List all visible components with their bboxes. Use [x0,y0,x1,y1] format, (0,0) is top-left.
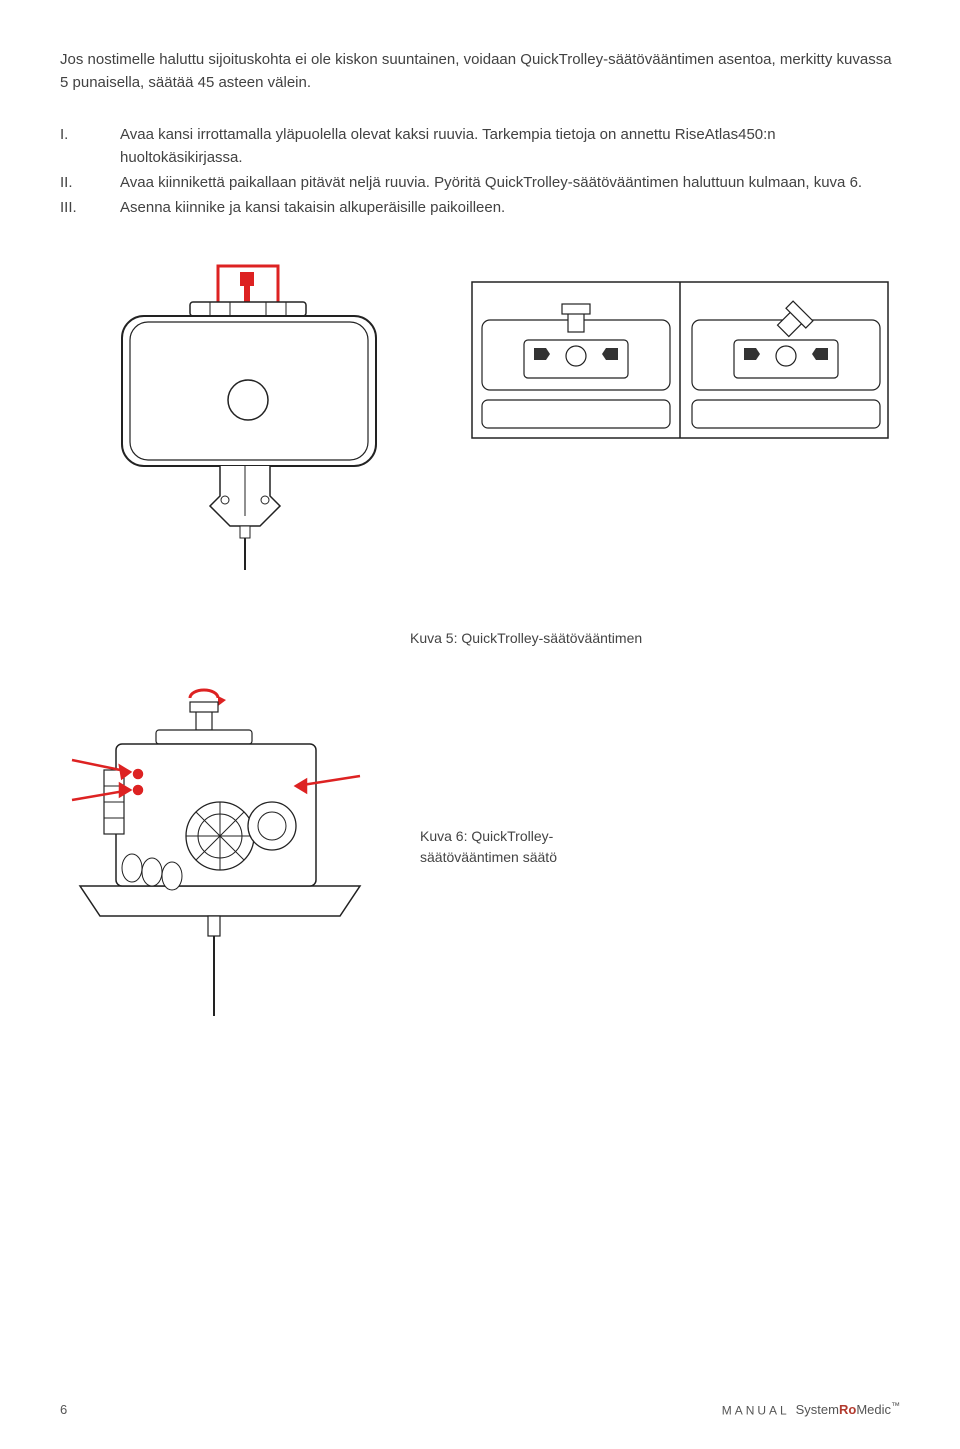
step-3-text: Asenna kiinnike ja kansi takaisin alkupe… [120,196,900,219]
page-footer: 6 MANUAL SystemRoMedic™ [60,1401,900,1417]
step-1-num: I. [60,123,120,170]
footer-brand-ro: Ro [839,1402,856,1417]
step-2-num: II. [60,171,120,194]
footer-tm: ™ [891,1401,900,1411]
figure-6-device [60,686,380,1026]
intro-paragraph: Jos nostimelle haluttu sijoituskohta ei … [60,48,900,95]
figure-5-topviews [470,280,890,440]
steps-list: I. Avaa kansi irrottamalla yläpuolella o… [60,123,900,220]
figure-5-device [60,260,440,580]
step-3-num: III. [60,196,120,219]
footer-brand-system: System [796,1402,839,1417]
step-1-text: Avaa kansi irrottamalla yläpuolella olev… [120,123,900,170]
figure-6-caption: Kuva 6: QuickTrolley- säätövääntimen sää… [420,826,557,868]
figure-6-row: Kuva 6: QuickTrolley- säätövääntimen sää… [60,686,900,1026]
step-3: III. Asenna kiinnike ja kansi takaisin a… [60,196,900,219]
figure-6-caption-line2: säätövääntimen säätö [420,847,557,868]
step-2-text: Avaa kiinnikettä paikallaan pitävät nelj… [120,171,900,194]
figures-area: Kuva 5: QuickTrolley-säätövääntimen [60,260,900,1026]
figure-6-caption-line1: Kuva 6: QuickTrolley- [420,826,557,847]
figure-5-row [60,260,900,580]
footer-manual: MANUAL [722,1403,790,1417]
page-number: 6 [60,1402,67,1417]
footer-brand: MANUAL SystemRoMedic™ [722,1401,900,1417]
figure-5-caption: Kuva 5: QuickTrolley-säätövääntimen [410,630,900,646]
step-1: I. Avaa kansi irrottamalla yläpuolella o… [60,123,900,170]
footer-brand-medic: Medic [856,1402,891,1417]
step-2: II. Avaa kiinnikettä paikallaan pitävät … [60,171,900,194]
